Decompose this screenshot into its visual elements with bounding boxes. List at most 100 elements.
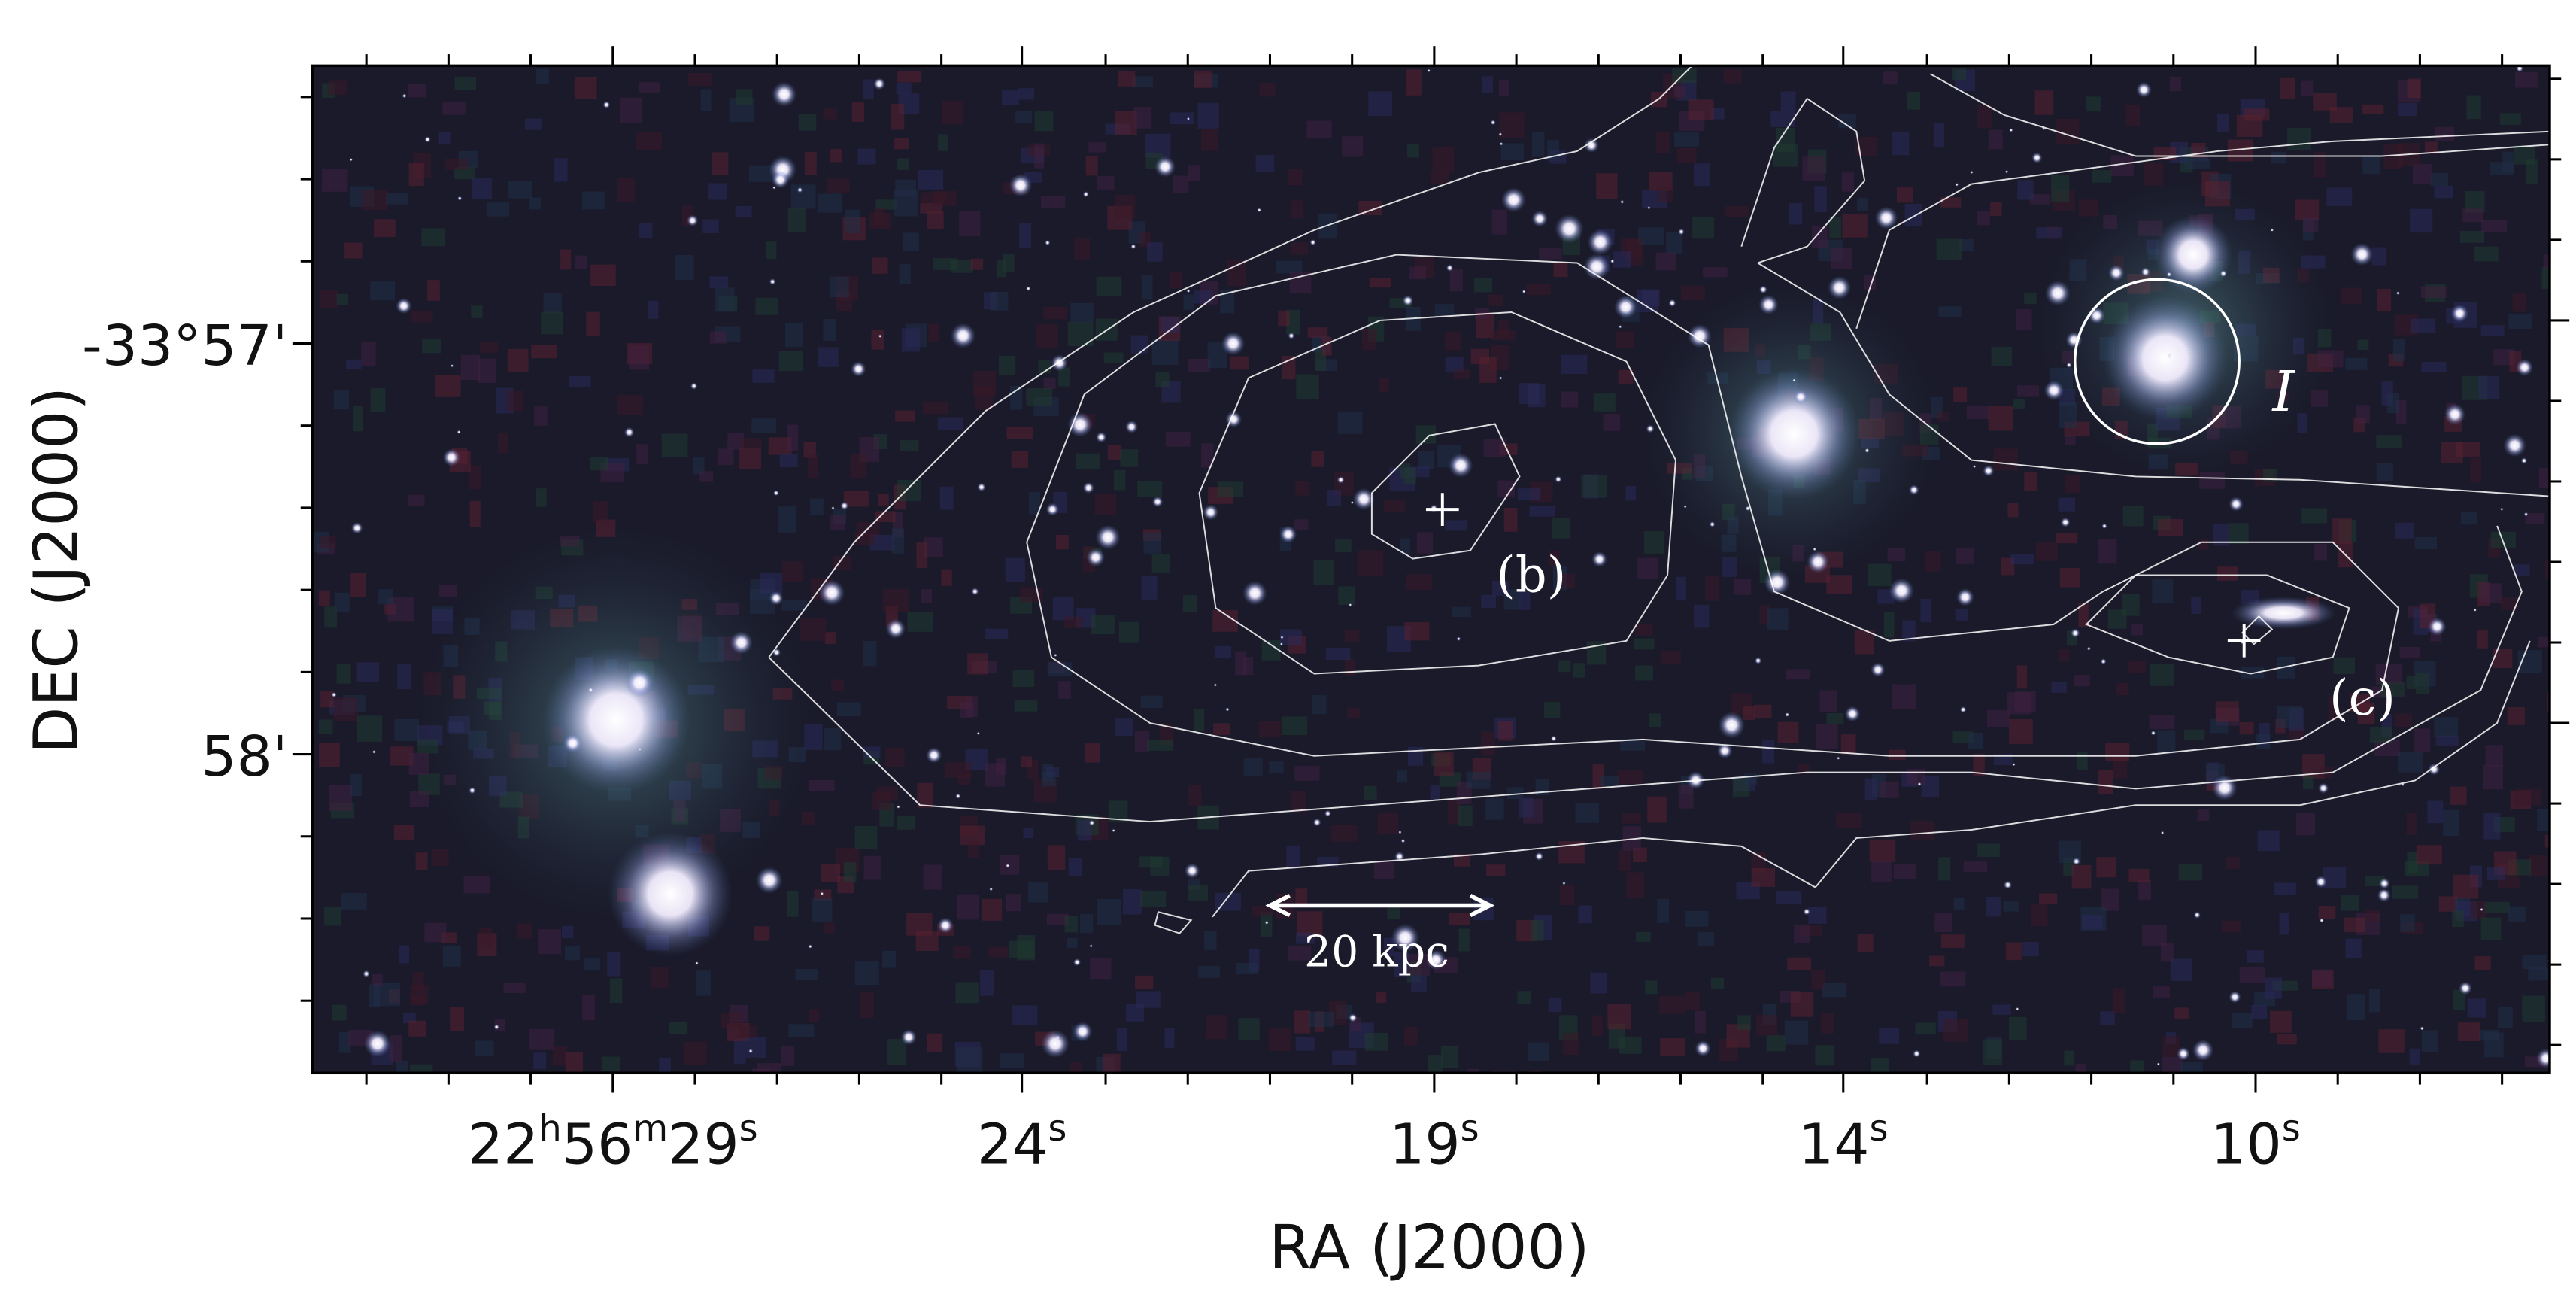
noise-speck <box>1411 975 1427 992</box>
noise-speck <box>2341 895 2359 911</box>
noise-speck <box>2406 812 2418 836</box>
noise-speck <box>350 773 362 797</box>
noise-speck <box>1014 700 1038 712</box>
noise-speck <box>1822 983 1847 998</box>
faint-star <box>1678 228 1685 235</box>
noise-speck <box>1937 412 1949 422</box>
noise-speck <box>1988 406 2014 431</box>
x-tick-label: 24s <box>977 1107 1067 1177</box>
noise-speck <box>1767 608 1789 630</box>
noise-speck <box>2098 769 2113 795</box>
faint-star <box>885 618 906 639</box>
galaxy <box>2231 596 2337 630</box>
noise-speck <box>2378 1029 2405 1053</box>
noise-speck <box>787 891 799 917</box>
noise-speck <box>2065 475 2080 493</box>
noise-speck <box>2149 715 2175 729</box>
noise-speck <box>875 511 896 523</box>
noise-speck <box>2499 113 2521 125</box>
noise-speck <box>2058 497 2076 512</box>
noise-speck <box>1660 1038 1685 1056</box>
noise-speck <box>675 255 694 280</box>
noise-speck <box>798 114 817 131</box>
noise-speck <box>917 169 944 190</box>
noise-speck <box>1751 867 1776 887</box>
noise-speck <box>1194 290 1212 304</box>
noise-speck <box>817 193 842 213</box>
noise-speck <box>1794 925 1810 943</box>
noise-speck <box>1430 172 1449 184</box>
noise-speck <box>1613 251 1631 268</box>
noise-speck <box>582 995 595 1021</box>
x-tick-label: 19s <box>1389 1107 1479 1177</box>
noise-speck <box>1673 132 1700 147</box>
faint-star <box>937 917 954 934</box>
noise-speck <box>968 841 979 858</box>
noise-speck <box>2157 730 2176 754</box>
noise-speck <box>1973 753 1985 776</box>
faint-star <box>796 187 803 193</box>
noise-speck <box>1790 992 1814 1017</box>
noise-speck <box>1483 439 1506 458</box>
faint-star <box>1785 712 1790 717</box>
noise-speck <box>454 77 477 90</box>
noise-speck <box>561 925 574 938</box>
noise-speck <box>2096 857 2116 878</box>
noise-speck <box>1001 90 1019 105</box>
noise-speck <box>1358 200 1382 216</box>
noise-speck <box>1201 443 1214 468</box>
noise-speck <box>1278 310 1290 327</box>
faint-star <box>1583 254 1610 280</box>
noise-speck <box>863 79 874 99</box>
noise-speck <box>524 118 542 130</box>
noise-speck <box>1377 812 1399 834</box>
noise-speck <box>2478 375 2500 399</box>
noise-speck <box>1959 238 1974 251</box>
noise-speck <box>1312 695 1327 715</box>
noise-speck <box>2466 95 2481 120</box>
noise-speck <box>617 395 643 415</box>
faint-star <box>1709 521 1716 527</box>
noise-speck <box>2199 472 2226 489</box>
noise-speck <box>871 330 884 350</box>
noise-speck <box>2508 906 2526 922</box>
noise-speck <box>2513 564 2530 577</box>
noise-speck <box>1868 563 1892 586</box>
noise-speck <box>399 945 410 964</box>
noise-speck <box>901 328 920 352</box>
tick-marks <box>292 46 2570 1093</box>
faint-star <box>771 171 790 189</box>
noise-speck <box>2435 735 2459 746</box>
noise-speck <box>2486 867 2506 880</box>
noise-speck <box>1295 1036 1315 1051</box>
faint-star <box>1803 908 1810 916</box>
noise-speck <box>1151 554 1170 573</box>
noise-speck <box>1503 507 1518 532</box>
noise-speck <box>2031 904 2048 927</box>
faint-star <box>1917 782 1922 787</box>
noise-speck <box>411 310 433 323</box>
noise-speck <box>1572 663 1585 678</box>
noise-speck <box>409 1064 433 1074</box>
noise-speck <box>1893 863 1916 879</box>
faint-star <box>1755 657 1762 664</box>
faint-star <box>2420 1026 2425 1031</box>
noise-speck <box>1000 855 1020 875</box>
faint-star <box>2044 380 2065 401</box>
noise-speck <box>2239 967 2265 983</box>
faint-star <box>1045 503 1059 516</box>
noise-speck <box>2514 71 2538 88</box>
noise-speck <box>2490 531 2516 548</box>
faint-star <box>1555 475 1562 483</box>
faint-star <box>1562 881 1566 885</box>
noise-speck <box>928 323 939 342</box>
noise-speck <box>396 1060 408 1074</box>
noise-speck <box>751 1068 770 1074</box>
noise-speck <box>1474 278 1493 293</box>
noise-speck <box>2480 325 2505 336</box>
noise-speck <box>1448 913 1470 925</box>
noise-speck <box>1432 147 1455 173</box>
noise-speck <box>1182 595 1197 612</box>
faint-star <box>1398 830 1402 834</box>
noise-speck <box>843 862 857 882</box>
